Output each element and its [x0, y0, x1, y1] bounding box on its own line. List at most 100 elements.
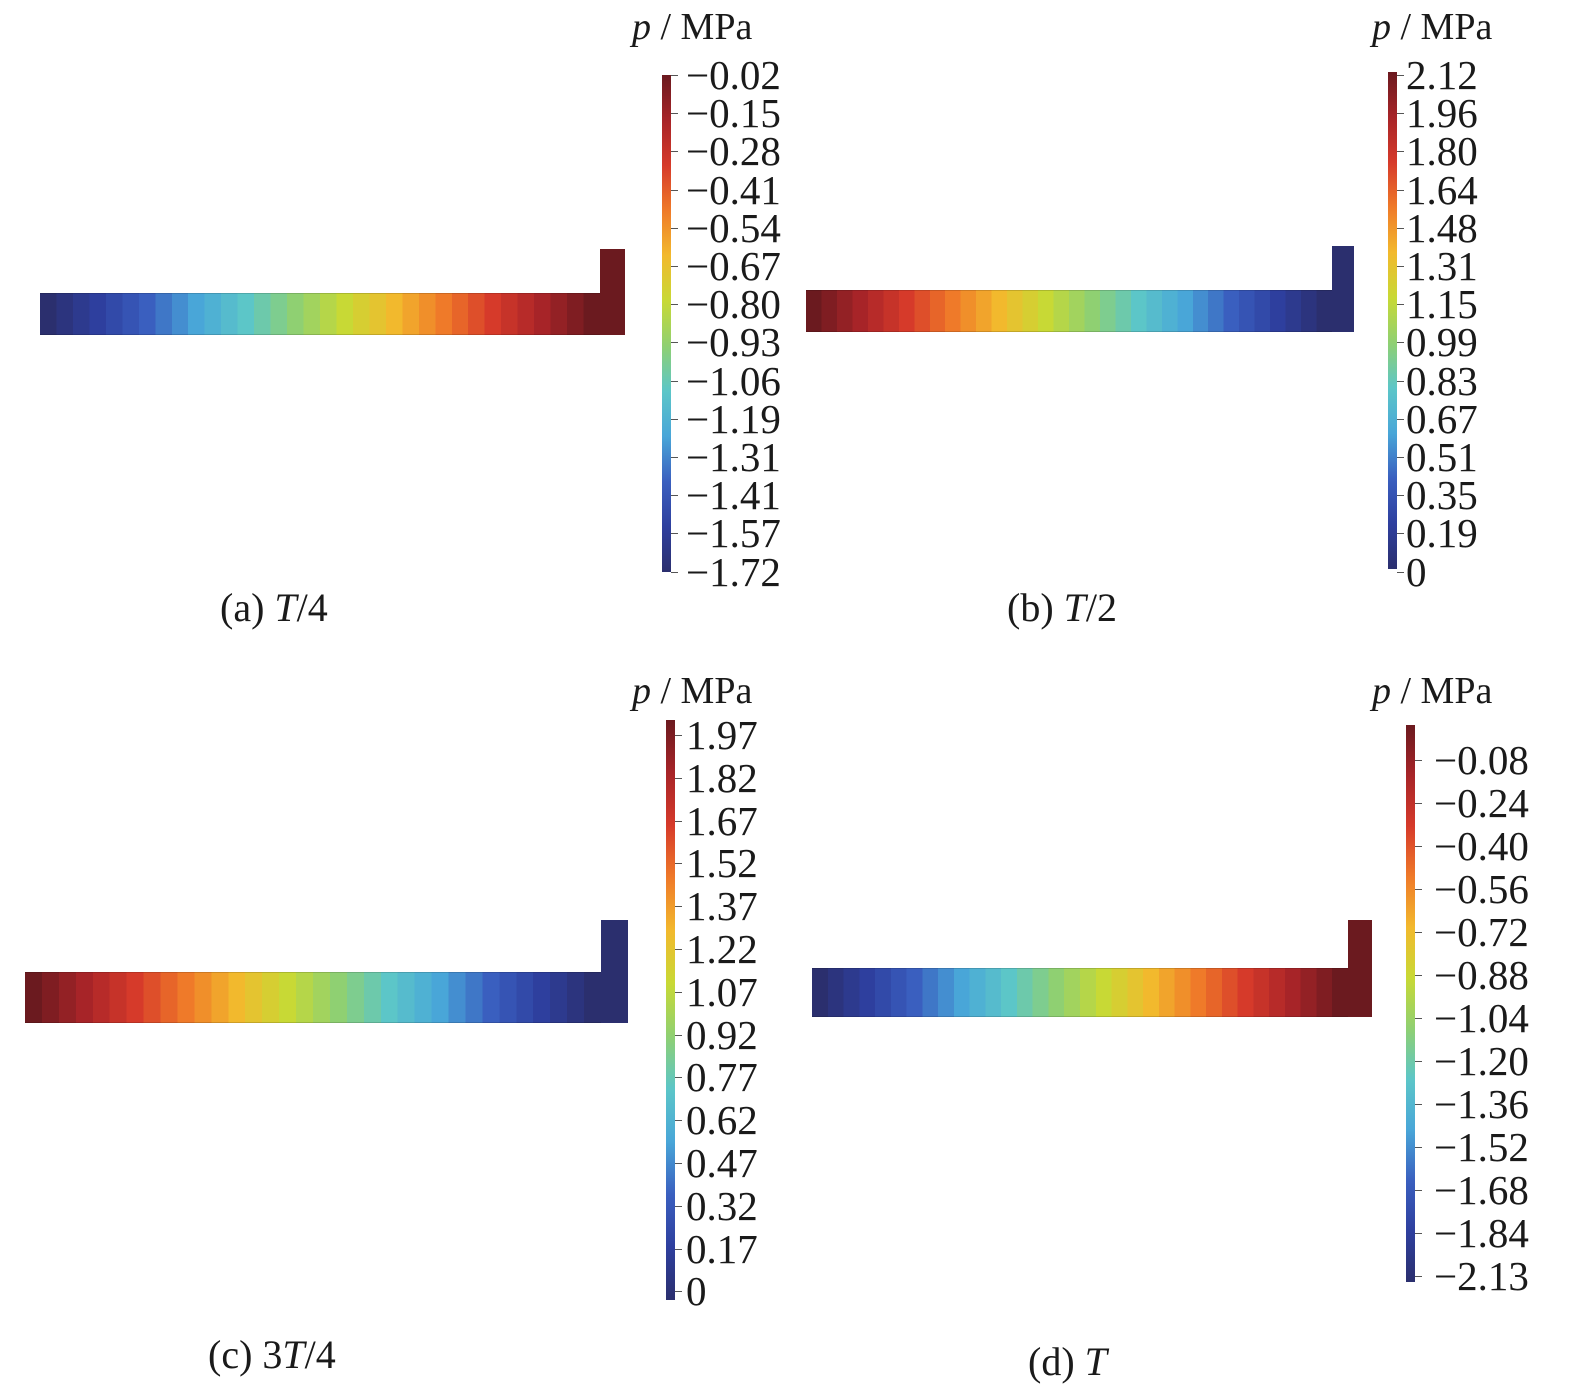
colorbar-unit-label: p / MPa — [632, 672, 752, 710]
colorbar-tick — [675, 1163, 682, 1164]
colorbar-tick-label: −0.41 — [686, 166, 781, 213]
colorbar-tick-label: −0.28 — [686, 128, 781, 175]
caption-letter: (c) — [208, 1332, 253, 1377]
colorbar-tick — [671, 189, 678, 191]
unit-variable: p — [632, 670, 651, 712]
colorbar-tick — [675, 735, 682, 736]
colorbar-tick-label: 1.52 — [686, 840, 758, 887]
colorbar-tick — [1397, 571, 1404, 573]
colorbar-tick — [1397, 266, 1404, 267]
colorbar-tick-label: −0.40 — [1434, 823, 1529, 869]
caption-space — [1054, 585, 1064, 630]
pipe-pressure-field — [806, 290, 1332, 332]
colorbar-tick-label: −1.36 — [1434, 1081, 1529, 1127]
colorbar-tick-label: −0.72 — [1434, 909, 1529, 955]
pipe-pressure-field — [25, 972, 601, 1023]
colorbar-tick — [671, 533, 678, 535]
panel-caption: (a) T/4 — [220, 588, 328, 628]
colorbar-tick — [671, 75, 678, 76]
colorbar-tick — [1415, 803, 1422, 804]
colorbar-tick — [1415, 1276, 1422, 1277]
colorbar-tick — [1415, 932, 1422, 933]
colorbar-tick-label: 1.80 — [1406, 128, 1478, 175]
caption-multiplier: 3 — [262, 1332, 283, 1377]
colorbar-tick-label: 0.32 — [686, 1182, 758, 1229]
colorbar-tick — [675, 949, 682, 950]
caption-letter: (d) — [1028, 1339, 1075, 1384]
colorbar-tick-label: 0.83 — [1406, 357, 1478, 404]
colorbar-tick-label: 1.48 — [1406, 204, 1478, 251]
unit-variable: p — [632, 6, 651, 48]
colorbar-tick — [1415, 1147, 1422, 1148]
colorbar-tick — [671, 418, 678, 420]
caption-space — [264, 585, 274, 630]
colorbar-tick-label: −1.52 — [1434, 1124, 1529, 1170]
colorbar — [1406, 725, 1415, 1282]
caption-fraction: /4 — [296, 585, 328, 630]
colorbar-tick — [671, 495, 678, 497]
colorbar-tick-label: −0.24 — [1434, 780, 1529, 826]
colorbar-tick — [675, 906, 682, 908]
colorbar — [666, 720, 675, 1300]
colorbar-tick — [671, 342, 678, 344]
colorbar-tick-label: −1.68 — [1434, 1167, 1529, 1213]
caption-period-symbol: T — [274, 585, 297, 630]
colorbar-tick — [1397, 75, 1404, 76]
colorbar-tick-label: −0.02 — [686, 52, 781, 98]
colorbar-tick-label: 0.35 — [1406, 472, 1478, 519]
colorbar-tick-label: 1.07 — [686, 968, 758, 1015]
colorbar-tick — [675, 1248, 682, 1250]
colorbar-tick — [675, 1034, 682, 1036]
colorbar-tick — [675, 1291, 682, 1293]
caption-fraction: /2 — [1085, 585, 1118, 630]
unit-variable: p — [1372, 670, 1391, 712]
colorbar-tick — [1397, 304, 1404, 306]
colorbar-tick-label: −1.06 — [686, 357, 781, 404]
colorbar — [662, 75, 671, 572]
colorbar-tick — [1397, 151, 1404, 153]
colorbar-tick-label: 0.19 — [1406, 510, 1478, 557]
colorbar-tick — [1415, 846, 1422, 847]
colorbar-tick — [675, 1120, 682, 1122]
colorbar-tick — [671, 151, 678, 153]
colorbar-tick-label: 2.12 — [1406, 52, 1478, 98]
caption-fraction: /4 — [304, 1332, 336, 1377]
colorbar-tick — [1397, 418, 1404, 420]
colorbar-tick — [1397, 227, 1404, 229]
colorbar-unit-label: p / MPa — [1372, 672, 1492, 710]
caption-period-symbol: T — [282, 1332, 305, 1377]
caption-period-symbol: T — [1084, 1339, 1107, 1384]
colorbar-tick-label: −1.57 — [686, 510, 781, 557]
colorbar-tick-label: 0.77 — [686, 1054, 758, 1101]
colorbar-tick — [671, 227, 678, 229]
panel-caption: (d) T — [1028, 1342, 1107, 1382]
colorbar-tick — [1415, 1233, 1422, 1234]
colorbar-tick-label: 1.37 — [686, 883, 758, 930]
colorbar-tick-label: 1.31 — [1406, 243, 1478, 289]
colorbar-tick — [1415, 760, 1422, 761]
colorbar-unit-label: p / MPa — [1372, 8, 1492, 46]
colorbar-tick-label: 1.82 — [686, 754, 758, 801]
pipe-end-stub — [1332, 246, 1354, 332]
colorbar-tick-label: −1.72 — [686, 548, 781, 595]
caption-space — [252, 1332, 262, 1377]
unit-text: / MPa — [1391, 670, 1493, 712]
colorbar-tick-label: 1.67 — [686, 797, 758, 844]
colorbar-tick — [1397, 342, 1404, 344]
panel-caption: (b) T/2 — [1007, 588, 1117, 628]
unit-variable: p — [1372, 6, 1391, 48]
colorbar-tick — [675, 820, 682, 822]
pipe-pressure-field — [812, 968, 1348, 1017]
colorbar-tick — [1397, 113, 1404, 115]
colorbar-tick-label: −1.04 — [1434, 995, 1529, 1041]
colorbar-tick-label: 1.96 — [1406, 90, 1478, 137]
colorbar-tick-label: −1.41 — [686, 472, 781, 519]
colorbar-tick-label: −0.54 — [686, 204, 781, 251]
colorbar-tick — [671, 571, 678, 573]
caption-period-symbol: T — [1063, 585, 1086, 630]
colorbar-tick-label: 0.47 — [686, 1140, 758, 1186]
colorbar-tick — [1415, 1061, 1422, 1062]
colorbar-tick-label: −1.20 — [1434, 1038, 1529, 1084]
colorbar-tick — [1397, 189, 1404, 191]
colorbar-tick — [675, 1077, 682, 1079]
